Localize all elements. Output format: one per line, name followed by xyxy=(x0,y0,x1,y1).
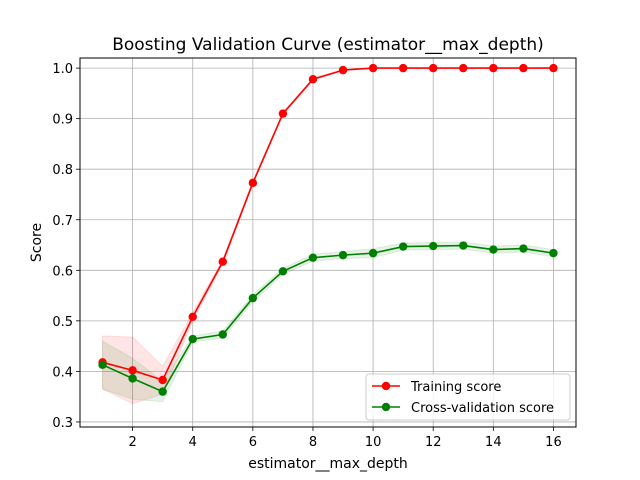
y-tick-label: 1.0 xyxy=(52,62,73,77)
series-0-point xyxy=(338,65,348,75)
series-1-line xyxy=(102,244,554,393)
series-1-point xyxy=(398,242,408,251)
x-tick-label: 14 xyxy=(485,435,502,450)
series-1-point xyxy=(549,248,558,258)
series-1-point xyxy=(338,250,348,260)
series-1-point xyxy=(218,330,227,339)
series-0-point xyxy=(489,63,498,73)
series-0-point xyxy=(218,257,227,266)
grid xyxy=(80,58,576,427)
y-tick-label: 0.5 xyxy=(52,315,73,330)
y-tick-label: 0.8 xyxy=(52,163,73,178)
legend-swatch-marker xyxy=(381,381,391,391)
x-tick-label: 10 xyxy=(365,435,382,450)
x-tick-label: 6 xyxy=(249,435,257,450)
plot-frame xyxy=(79,57,577,428)
series-0-point xyxy=(429,63,438,73)
series-0-point xyxy=(188,312,197,322)
series-1-point xyxy=(519,244,528,253)
series-0-point xyxy=(459,63,468,73)
series-0-point xyxy=(158,375,167,385)
series-1-point xyxy=(429,241,438,251)
series-1-point xyxy=(368,248,378,258)
series-0-line xyxy=(102,67,554,381)
series-0-point xyxy=(549,63,558,73)
series-1-point xyxy=(278,267,288,276)
y-tick-label: 0.9 xyxy=(52,113,73,128)
legend-swatch-marker xyxy=(381,402,391,412)
series-1-point xyxy=(158,387,167,396)
series-1-point xyxy=(308,253,318,262)
x-tick-label: 12 xyxy=(425,435,442,450)
series-markers xyxy=(98,63,558,396)
series-1-point xyxy=(128,374,137,383)
legend-label: Cross-validation score xyxy=(411,401,554,416)
legend-box xyxy=(365,373,571,421)
legend-label: Training score xyxy=(410,380,501,395)
series-0-point xyxy=(519,63,528,73)
series-1-point xyxy=(248,293,258,303)
y-tick-label: 0.6 xyxy=(52,264,73,279)
y-tick-label: 0.4 xyxy=(52,365,73,380)
series-0-point xyxy=(308,75,318,84)
y-tick-label: 0.7 xyxy=(52,214,73,229)
x-tick-label: 16 xyxy=(545,435,562,450)
series-0-point xyxy=(128,366,137,375)
series-lines xyxy=(102,67,554,393)
axis-ticks: 2 4 6 8 10 12 14 16 0.3 0.4 0.5 0.6 0.7 0.8 0.9 1.0 xyxy=(52,62,561,450)
legend: Training score Cross-validation score xyxy=(365,373,571,421)
series-1-point xyxy=(188,334,197,344)
x-tick-label: 2 xyxy=(128,435,136,450)
x-tick-label: 8 xyxy=(309,435,317,450)
y-axis-label: Score xyxy=(29,223,45,262)
series-0-point xyxy=(248,178,258,188)
series-1-point xyxy=(489,245,498,254)
series-1-point xyxy=(459,241,468,250)
series-0-point xyxy=(398,63,408,73)
series-0-point xyxy=(368,63,378,73)
chart-title: Boosting Validation Curve (estimator__ma… xyxy=(112,35,544,55)
x-tick-label: 4 xyxy=(189,435,197,450)
y-tick-label: 0.3 xyxy=(52,416,73,431)
series-1-point xyxy=(98,360,107,370)
x-axis-label: estimator__max_depth xyxy=(248,456,408,472)
series-0-point xyxy=(278,109,288,118)
